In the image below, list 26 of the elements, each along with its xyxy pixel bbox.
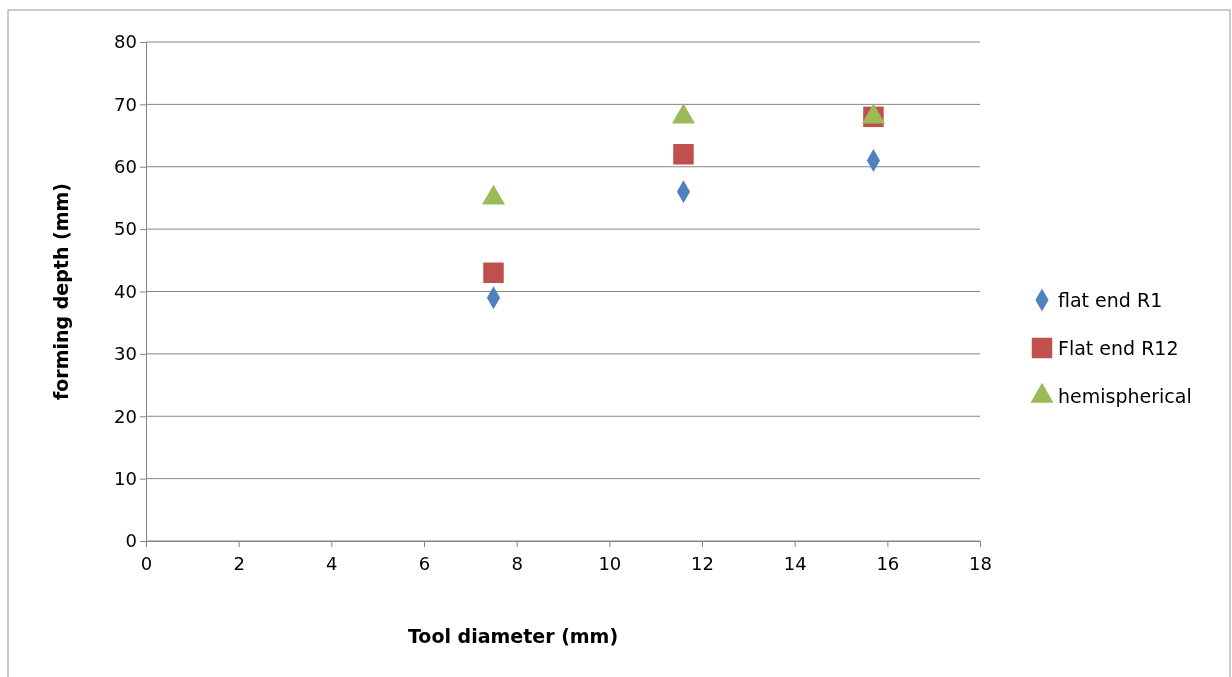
legend-label: Flat end R12 [1058, 337, 1179, 359]
y-tick-label: 70 [114, 93, 137, 115]
x-tick-label: 16 [876, 552, 900, 574]
y-tick-label: 40 [114, 280, 137, 302]
y-tick-label: 10 [114, 467, 137, 489]
legend-label: flat end R1 [1058, 289, 1163, 311]
x-tick-label: 0 [140, 552, 153, 574]
y-axis-title: forming depth (mm) [50, 182, 72, 401]
y-tick-label: 80 [114, 31, 137, 53]
y-tick-label: 50 [114, 218, 137, 240]
x-tick-label: 2 [233, 552, 245, 574]
x-tick-label: 14 [783, 552, 807, 574]
x-tick-label: 4 [326, 552, 338, 574]
point [483, 262, 504, 284]
y-tick-label: 60 [114, 156, 137, 178]
x-tick-label: 10 [598, 552, 622, 574]
y-tick-label: 0 [125, 530, 137, 552]
y-tick-label: 30 [114, 343, 137, 365]
legend-label: hemispherical [1058, 385, 1192, 407]
y-tick-label: 20 [114, 405, 137, 427]
x-axis-title: Tool diameter (mm) [407, 625, 619, 647]
x-tick-label: 8 [511, 552, 523, 574]
x-tick-label: 18 [969, 552, 992, 574]
x-tick-label: 12 [691, 552, 714, 574]
point [673, 144, 694, 165]
x-tick-label: 6 [418, 552, 431, 574]
